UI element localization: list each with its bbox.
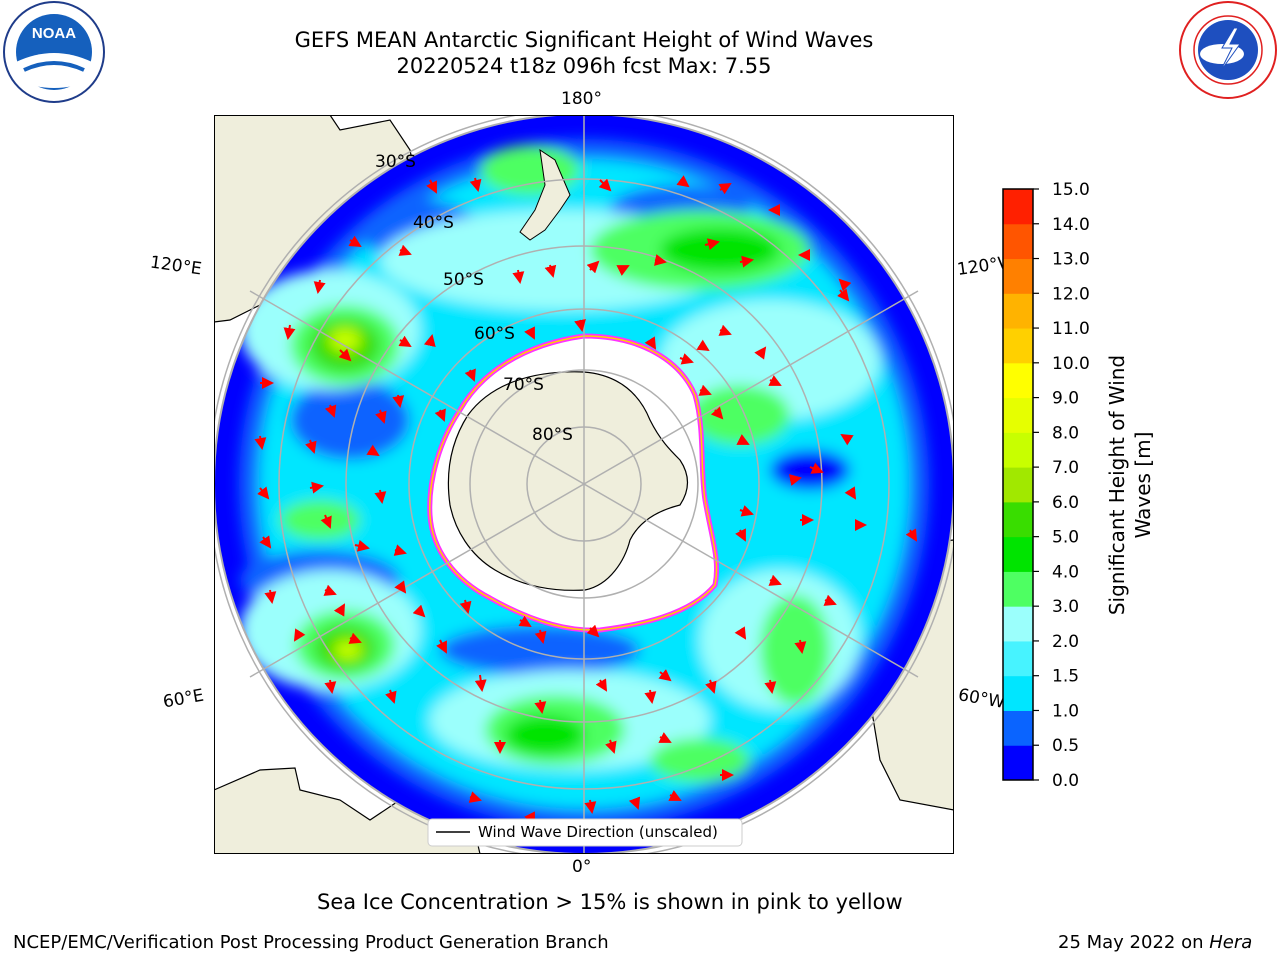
footer-branch: NCEP/EMC/Verification Post Processing Pr… <box>13 932 609 953</box>
colorbar-tick-label: 1.0 <box>1052 701 1079 721</box>
sea-ice-note: Sea Ice Concentration > 15% is shown in … <box>317 890 903 914</box>
lat-label-60s: 60°S <box>474 324 515 344</box>
antarctica-land <box>447 371 689 591</box>
colorbar-tick-label: 4.0 <box>1052 562 1079 582</box>
colorbar-tick-label: 12.0 <box>1052 284 1090 304</box>
lat-label-40s: 40°S <box>413 213 454 233</box>
colorbar-tick-label: 0.0 <box>1052 771 1079 791</box>
colorbar-tick-label: 14.0 <box>1052 215 1090 235</box>
wind-wave-arrows <box>254 175 918 825</box>
colorbar-segment <box>1003 258 1033 294</box>
colorbar-tick-label: 7.0 <box>1052 458 1079 478</box>
map-legend: Wind Wave Direction (unscaled) <box>427 818 743 847</box>
footer-machine: Hera <box>1209 932 1253 953</box>
colorbar-segment <box>1003 397 1033 433</box>
noaa-logo: NOAA <box>3 1 105 103</box>
colorbar-tick-label: 15.0 <box>1052 180 1090 200</box>
colorbar-tick-label: 3.0 <box>1052 597 1079 617</box>
colorbar-tick-label: 10.0 <box>1052 354 1090 374</box>
colorbar-segment <box>1003 536 1033 572</box>
colorbar-label-line1: Significant Height of Wind <box>1105 354 1129 616</box>
colorbar-segment <box>1003 293 1033 329</box>
colorbar-segment <box>1003 223 1033 260</box>
colorbar-tick-label: 8.0 <box>1052 423 1079 443</box>
lat-label-70s: 70°S <box>503 375 544 395</box>
map-title: GEFS MEAN Antarctic Significant Height o… <box>294 28 874 52</box>
lat-label-50s: 50°S <box>443 270 484 290</box>
noaa-logo-text: NOAA <box>32 25 76 42</box>
colorbar-tick-label: 0.5 <box>1052 736 1079 756</box>
footer-date: 25 May 2022 on Hera <box>1058 932 1252 953</box>
colorbar-tick-label: 2.0 <box>1052 632 1079 652</box>
africa-land <box>214 767 481 854</box>
map-subtitle: 20220524 t18z 096h fcst Max: 7.55 <box>396 54 772 78</box>
colorbar-tick-label: 6.0 <box>1052 493 1079 513</box>
new-zealand-land <box>519 148 571 241</box>
colorbar-tick-label: 1.5 <box>1052 667 1079 687</box>
colorbar-segment <box>1003 745 1033 781</box>
colorbar-segment <box>1003 640 1033 677</box>
colorbar-segment <box>1003 432 1033 468</box>
nws-logo <box>1179 1 1277 99</box>
colorbar-label-line2: Waves [m] <box>1131 431 1155 539</box>
lat-label-30s: 30°S <box>375 152 416 172</box>
colorbar-segment <box>1003 571 1033 607</box>
colorbar-segment <box>1003 362 1033 399</box>
lat-label-80s: 80°S <box>532 425 573 445</box>
colorbar-segment <box>1003 675 1033 711</box>
colorbar-segment <box>1003 467 1033 503</box>
colorbar-segment <box>1003 328 1033 364</box>
footer-date-text: 25 May 2022 on <box>1058 932 1204 953</box>
legend-label: Wind Wave Direction (unscaled) <box>478 823 718 841</box>
colorbar-tick-label: 11.0 <box>1052 319 1090 339</box>
lon-label-bottom: 0° <box>572 857 592 877</box>
colorbar-tick-label: 9.0 <box>1052 389 1079 409</box>
colorbar-frame <box>1002 188 1034 781</box>
colorbar-tick-label: 13.0 <box>1052 250 1090 270</box>
colorbar-segment <box>1003 501 1033 538</box>
colorbar-segment <box>1003 189 1033 225</box>
colorbar-segment <box>1003 606 1033 642</box>
colorbar-segment <box>1003 710 1033 746</box>
colorbar-tick-label: 5.0 <box>1052 528 1079 548</box>
lon-label-top: 180° <box>561 89 602 109</box>
